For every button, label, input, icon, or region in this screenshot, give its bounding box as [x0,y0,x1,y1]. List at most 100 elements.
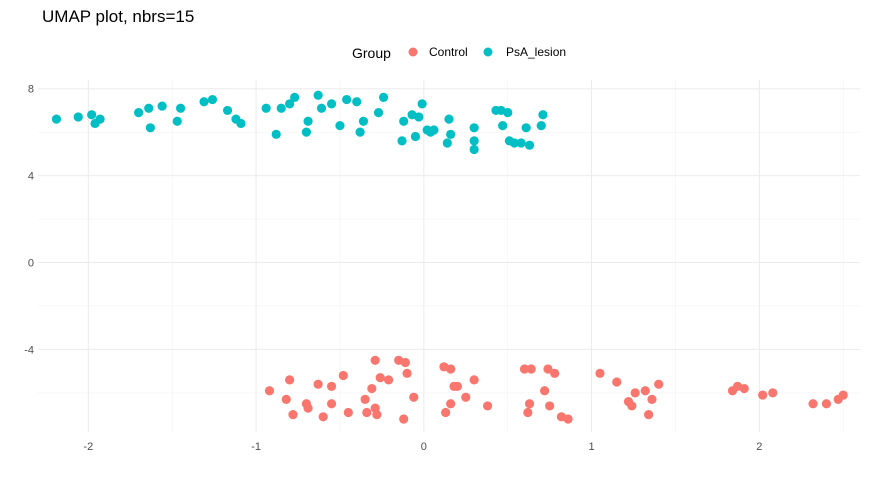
point-psa-lesion [301,127,312,137]
point-control [461,392,471,402]
point-psa-lesion [145,123,155,133]
point-psa-lesion [271,129,281,139]
point-control [375,373,385,383]
y-tick-label: 8 [28,84,34,96]
point-psa-lesion [290,92,300,102]
point-control [326,399,337,409]
point-control [654,379,664,389]
point-control [768,388,778,398]
point-psa-lesion [352,97,362,107]
point-psa-lesion [355,127,365,137]
x-tick-label: -2 [83,441,93,453]
point-psa-lesion [261,103,271,113]
point-psa-lesion [521,123,531,133]
point-control [821,399,832,409]
point-psa-lesion [410,131,421,142]
point-control [526,364,536,374]
point-control [360,394,370,405]
point-control [523,407,533,418]
point-psa-lesion [516,138,526,148]
point-control [370,403,380,413]
y-tick-label: 4 [28,171,34,183]
x-tick-label: 1 [589,441,595,453]
point-psa-lesion [414,112,424,122]
point-psa-lesion [373,107,384,118]
point-control [400,357,410,368]
point-control [367,383,377,394]
point-control [326,381,337,391]
x-tick-label: 0 [421,441,427,453]
point-psa-lesion [199,97,209,107]
point-psa-lesion [469,136,479,146]
point-control [362,407,372,418]
point-control [452,381,462,391]
point-psa-lesion [498,121,508,131]
point-control [595,368,605,378]
point-control [739,383,749,394]
point-psa-lesion [429,125,439,135]
point-psa-lesion [503,107,513,118]
legend-label-control: Control [429,45,468,59]
point-psa-lesion [524,140,535,150]
point-psa-lesion [87,110,97,120]
point-psa-lesion [207,94,218,105]
point-psa-lesion [469,123,479,133]
point-control [446,399,456,409]
y-tick-label: -4 [24,344,34,356]
point-psa-lesion [51,114,62,124]
point-psa-lesion [326,99,337,109]
point-psa-lesion [236,118,246,129]
point-psa-lesion [469,144,479,155]
point-control [409,392,419,402]
point-psa-lesion [144,103,154,113]
point-control [627,401,637,411]
point-psa-lesion [313,90,323,100]
legend-key-psa-lesion [483,47,493,57]
x-axis-tick-labels: -2 -1 0 1 2 [83,441,762,453]
point-psa-lesion [276,103,286,113]
point-control [758,390,768,400]
point-control [313,379,323,389]
point-control [370,355,380,365]
point-psa-lesion [172,116,182,126]
point-psa-lesion [316,103,327,113]
point-control [441,407,451,418]
point-control [285,375,295,385]
point-psa-lesion [399,116,409,126]
point-psa-lesion [303,116,313,126]
point-control [402,368,412,378]
point-control [612,377,622,387]
point-control [545,401,555,411]
point-control [301,399,312,409]
x-tick-label: -1 [251,441,261,453]
point-control [318,412,328,422]
point-control [343,407,353,418]
point-control [338,370,348,381]
point-control [550,368,560,378]
point-psa-lesion [95,114,105,124]
point-psa-lesion [446,129,456,139]
point-psa-lesion [358,116,369,126]
point-psa-lesion [157,101,167,111]
point-control [519,364,530,374]
point-control [264,386,275,396]
point-control [563,414,573,424]
point-control [281,394,291,405]
data-points [51,90,848,424]
point-control [524,399,535,409]
point-control [808,399,818,409]
point-psa-lesion [417,99,427,109]
point-control [540,386,550,396]
point-psa-lesion [175,103,186,113]
point-psa-lesion [442,138,452,148]
chart-title: UMAP plot, nbrs=15 [42,7,194,26]
legend: Group Control PsA_lesion [352,45,566,61]
point-psa-lesion [397,136,407,146]
point-psa-lesion [378,92,389,102]
point-psa-lesion [134,107,144,118]
point-control [482,401,493,411]
point-psa-lesion [538,110,548,120]
legend-label-psa-lesion: PsA_lesion [506,45,566,59]
